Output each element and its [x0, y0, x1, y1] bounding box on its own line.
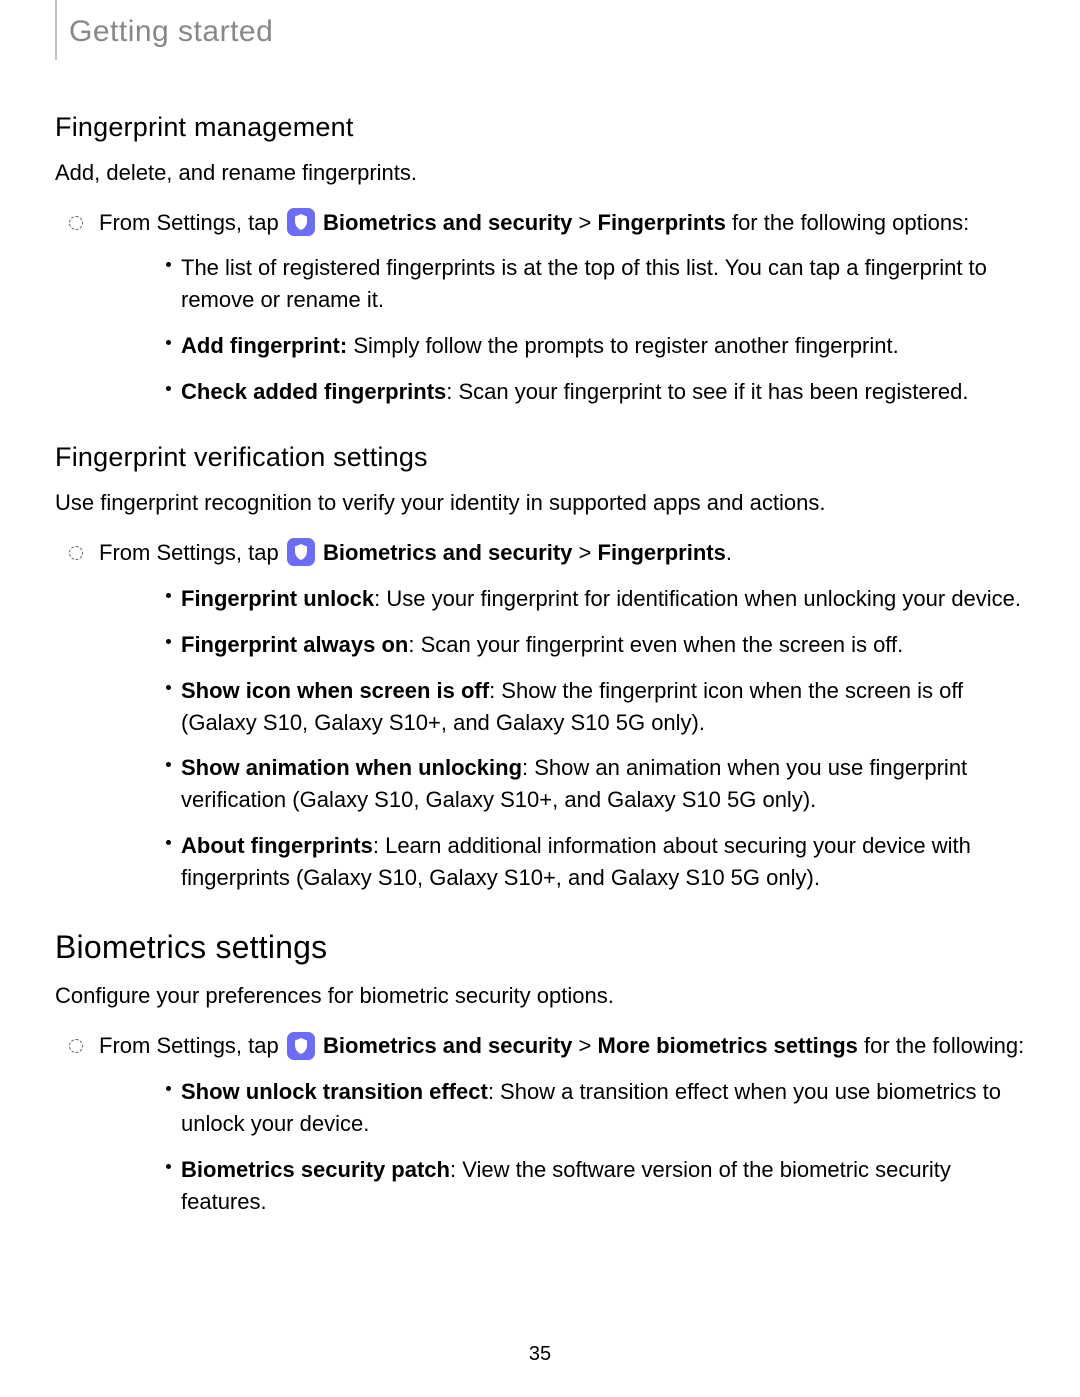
circle-bullet-icon [69, 546, 83, 560]
section-heading: Fingerprint management [55, 108, 1025, 147]
lead-suffix: for the following: [858, 1033, 1024, 1058]
sub-list: Fingerprint unlock: Use your fingerprint… [99, 583, 1025, 894]
list-item: Biometrics security patch: View the soft… [99, 1154, 1025, 1218]
section-fingerprint-verification: Fingerprint verification settings Use fi… [55, 438, 1025, 894]
page-number: 35 [0, 1340, 1080, 1369]
item-bold: Show unlock transition effect [181, 1079, 488, 1104]
dot-bullet-icon [166, 593, 171, 598]
section-biometrics-settings: Biometrics settings Configure your prefe… [55, 924, 1025, 1218]
header-title: Getting started [69, 10, 1025, 54]
biometrics-icon [287, 538, 315, 566]
lead-suffix: for the following options: [726, 210, 969, 235]
lead-prefix: From Settings, tap [99, 540, 285, 565]
circle-bullet-icon [69, 216, 83, 230]
list-item: Show icon when screen is off: Show the f… [99, 675, 1025, 739]
section-fingerprint-management: Fingerprint management Add, delete, and … [55, 108, 1025, 408]
lead-bold-2: Fingerprints [598, 540, 726, 565]
lead-prefix: From Settings, tap [99, 210, 285, 235]
item-bold: Show animation when unlocking [181, 755, 522, 780]
circle-bullet-icon [69, 1039, 83, 1053]
lead-sep: > [572, 210, 597, 235]
item-text: The list of registered fingerprints is a… [181, 255, 987, 312]
item-bold: Biometrics security patch [181, 1157, 450, 1182]
lead-bold-1: Biometrics and security [323, 210, 572, 235]
item-text: : Scan your fingerprint to see if it has… [446, 379, 968, 404]
dot-bullet-icon [166, 639, 171, 644]
biometrics-icon [287, 208, 315, 236]
section-intro: Configure your preferences for biometric… [55, 980, 1025, 1012]
list-item: Check added fingerprints: Scan your fing… [99, 376, 1025, 408]
biometrics-icon [287, 1032, 315, 1060]
list-item: The list of registered fingerprints is a… [99, 252, 1025, 316]
lead-bold-1: Biometrics and security [323, 540, 572, 565]
dot-bullet-icon [166, 840, 171, 845]
item-bold: Fingerprint unlock [181, 586, 374, 611]
section-heading: Fingerprint verification settings [55, 438, 1025, 477]
page-header: Getting started [55, 0, 1025, 60]
dot-bullet-icon [166, 1164, 171, 1169]
dot-bullet-icon [166, 685, 171, 690]
item-bold: Add fingerprint: [181, 333, 347, 358]
section-heading: Biometrics settings [55, 924, 1025, 970]
item-bold: Check added fingerprints [181, 379, 446, 404]
item-bold: Show icon when screen is off [181, 678, 489, 703]
dot-bullet-icon [166, 340, 171, 345]
item-text: : Scan your fingerprint even when the sc… [408, 632, 903, 657]
item-text: Simply follow the prompts to register an… [347, 333, 898, 358]
lead-sep: > [572, 540, 597, 565]
sub-list: The list of registered fingerprints is a… [99, 252, 1025, 408]
lead-bold-1: Biometrics and security [323, 1033, 572, 1058]
sub-list: Show unlock transition effect: Show a tr… [99, 1076, 1025, 1218]
instruction-item: From Settings, tap Biometrics and securi… [55, 537, 1025, 894]
instruction-item: From Settings, tap Biometrics and securi… [55, 1030, 1025, 1217]
dot-bullet-icon [166, 1086, 171, 1091]
item-text: : Use your fingerprint for identificatio… [374, 586, 1021, 611]
list-item: Show animation when unlocking: Show an a… [99, 752, 1025, 816]
lead-prefix: From Settings, tap [99, 1033, 285, 1058]
list-item: Fingerprint unlock: Use your fingerprint… [99, 583, 1025, 615]
lead-suffix: . [726, 540, 732, 565]
instruction-item: From Settings, tap Biometrics and securi… [55, 207, 1025, 408]
list-item: About fingerprints: Learn additional inf… [99, 830, 1025, 894]
section-intro: Use fingerprint recognition to verify yo… [55, 487, 1025, 519]
dot-bullet-icon [166, 262, 171, 267]
lead-sep: > [572, 1033, 597, 1058]
list-item: Fingerprint always on: Scan your fingerp… [99, 629, 1025, 661]
section-intro: Add, delete, and rename fingerprints. [55, 157, 1025, 189]
item-bold: Fingerprint always on [181, 632, 408, 657]
item-bold: About fingerprints [181, 833, 373, 858]
dot-bullet-icon [166, 762, 171, 767]
list-item: Add fingerprint: Simply follow the promp… [99, 330, 1025, 362]
list-item: Show unlock transition effect: Show a tr… [99, 1076, 1025, 1140]
lead-bold-2: More biometrics settings [598, 1033, 858, 1058]
lead-bold-2: Fingerprints [598, 210, 726, 235]
dot-bullet-icon [166, 386, 171, 391]
